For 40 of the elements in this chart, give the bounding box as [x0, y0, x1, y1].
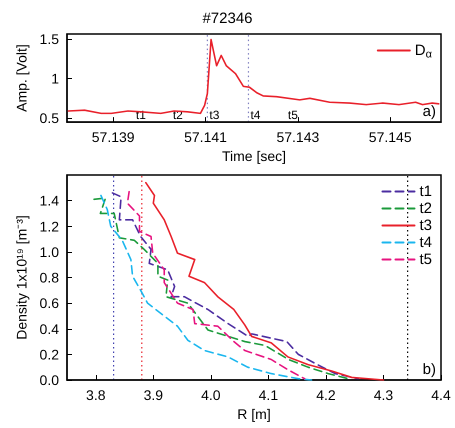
legend-label: t1	[419, 183, 432, 200]
x-tick-label: 4.3	[374, 387, 394, 403]
y-tick-label: 1	[51, 70, 60, 86]
x-tick-label: 3.8	[86, 387, 106, 403]
x-tick-label: 3.9	[144, 387, 164, 403]
x-tick-label: 4.1	[258, 387, 278, 403]
x-axis-title: Time [sec]	[222, 148, 286, 164]
y-axis-title: Density 1x10¹⁹ [m⁻³]	[14, 215, 30, 340]
legend-label: t4	[419, 234, 432, 251]
y-axis-title: Amp. [Volt]	[14, 44, 30, 112]
y-tick-label: 0.8	[40, 270, 60, 286]
x-tick-label: 57.143	[276, 129, 320, 146]
y-tick-label: 0.0	[40, 372, 60, 388]
y-tick-label: 0.2	[40, 346, 60, 362]
ref-line-label: t4	[250, 108, 261, 122]
ref-line-label: t3	[209, 108, 220, 122]
annotation: a)	[422, 103, 436, 120]
x-tick-label: 4.0	[201, 387, 221, 403]
annotation: t5	[288, 108, 298, 122]
x-tick-label: 57.145	[368, 129, 412, 146]
legend-label: t2	[419, 200, 432, 217]
line-series	[126, 190, 306, 380]
x-axis-title: R [m]	[237, 406, 271, 422]
x-tick-label: 4.2	[316, 387, 336, 403]
x-tick-label: 57.139	[92, 129, 135, 146]
line-series	[145, 182, 384, 381]
line-series	[100, 194, 312, 381]
chart-title: #72346	[202, 10, 253, 27]
legend-label: t5	[419, 251, 432, 268]
y-tick-label: 0.6	[40, 295, 60, 312]
x-tick-label: 57.141	[184, 129, 228, 146]
y-tick-label: 1.5	[40, 30, 60, 47]
y-tick-label: 1.0	[40, 244, 60, 260]
y-tick-label: 1.4	[40, 192, 60, 209]
y-tick-label: 1.2	[40, 218, 60, 234]
y-tick-label: 0.4	[40, 320, 60, 337]
annotation: b)	[422, 361, 436, 378]
legend-label: t3	[419, 217, 432, 234]
y-tick-label: 0.5	[40, 110, 60, 126]
x-tick-label: 4.4	[431, 387, 451, 403]
